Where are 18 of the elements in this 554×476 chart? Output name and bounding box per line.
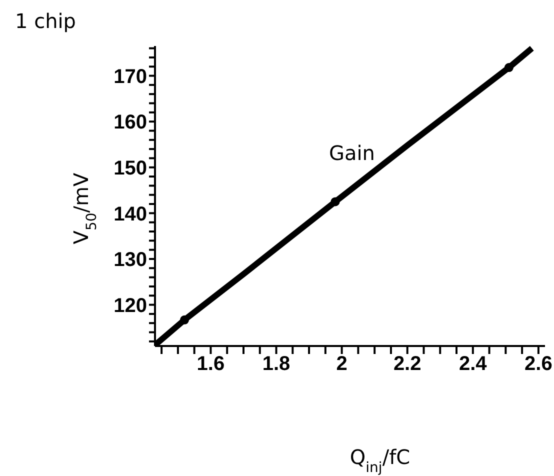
point	[180, 315, 190, 324]
x-tick-label: 1.8	[262, 353, 290, 376]
x-tick-label: 2.2	[393, 353, 422, 376]
point	[330, 197, 340, 206]
y-tick-label: 130	[114, 249, 147, 272]
x-tick-label: 2	[336, 353, 348, 376]
x-tick-label: 1.6	[196, 353, 225, 376]
y-tick-label: 150	[114, 157, 147, 180]
y-tick-label: 160	[114, 112, 147, 134]
point	[504, 63, 514, 72]
x-tick-label: 2.6	[524, 353, 552, 376]
y-tick-label: 140	[114, 203, 147, 226]
y-tick-label: 120	[114, 294, 147, 317]
chart-title: 1 chip	[15, 9, 76, 33]
x-axis-title: Q$_{inj}$/fC	[350, 445, 410, 476]
y-tick-label: 170	[114, 66, 147, 88]
x-tick-label: 2.4	[458, 353, 488, 376]
annotation: Gain	[329, 141, 375, 165]
